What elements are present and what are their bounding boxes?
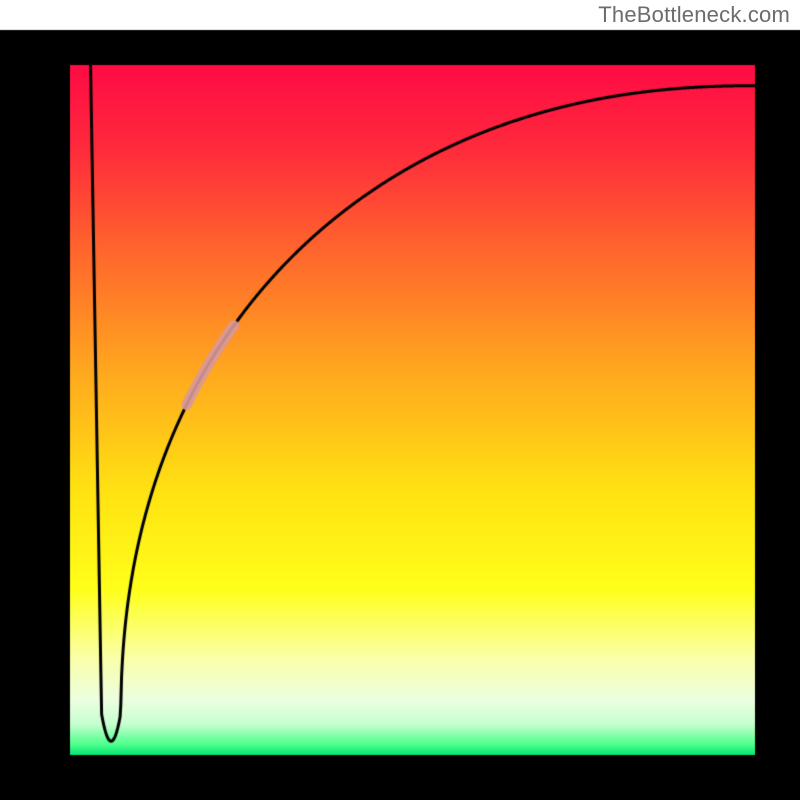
bottleneck-curve-canvas [0,0,800,800]
chart-stage: TheBottleneck.com [0,0,800,800]
